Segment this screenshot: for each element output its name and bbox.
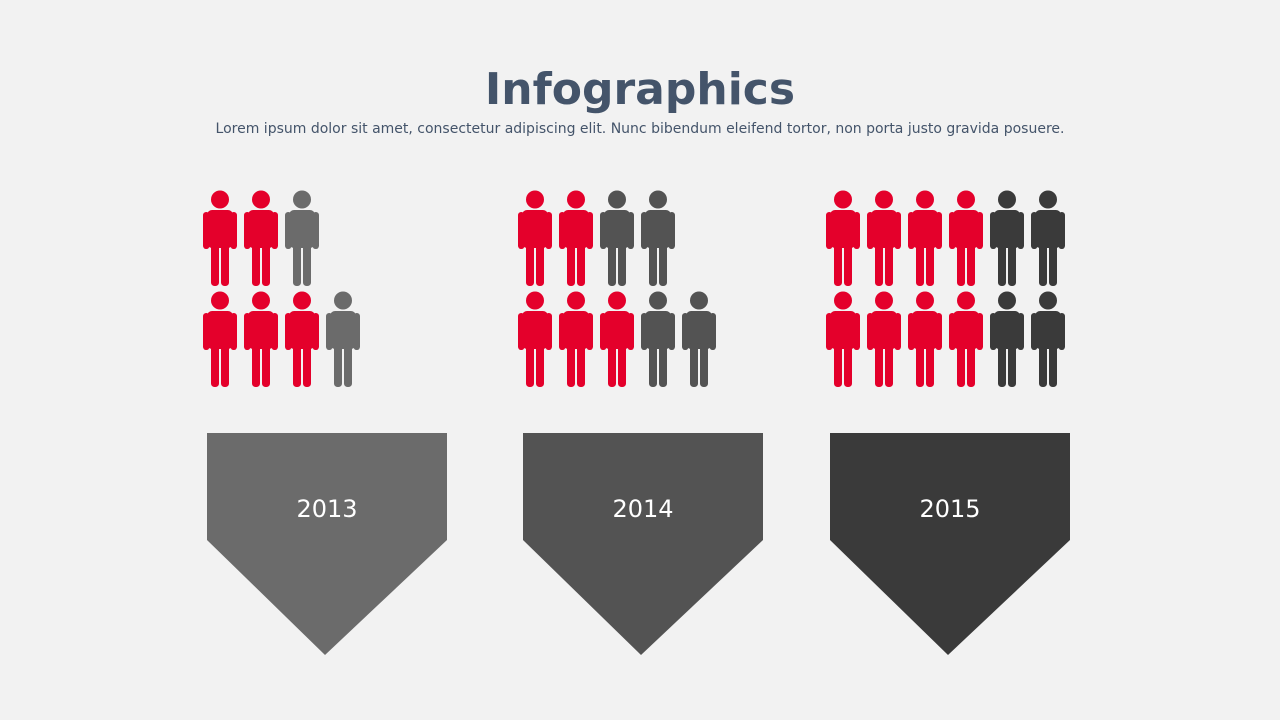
pentagon-arrow-shape: [830, 433, 1070, 655]
person-icon: [600, 190, 634, 286]
page-title: Infographics: [484, 64, 796, 115]
person-icon-highlighted: [908, 190, 942, 286]
person-icon: [990, 291, 1024, 387]
person-icon-highlighted: [867, 190, 901, 286]
year-banner: 2013: [207, 433, 447, 655]
person-icon-highlighted: [908, 291, 942, 387]
person-icon-highlighted: [949, 190, 983, 286]
person-icon-highlighted: [203, 190, 237, 286]
person-icon: [326, 291, 360, 387]
year-banner: 2015: [830, 433, 1070, 655]
person-icon-highlighted: [600, 291, 634, 387]
person-icon-highlighted: [518, 291, 552, 387]
person-icon: [1031, 291, 1065, 387]
person-icon-highlighted: [559, 190, 593, 286]
person-icon-highlighted: [826, 190, 860, 286]
person-icon-highlighted: [559, 291, 593, 387]
person-icon: [990, 190, 1024, 286]
person-icon: [1031, 190, 1065, 286]
person-icon: [641, 190, 675, 286]
person-icon-highlighted: [867, 291, 901, 387]
person-icon: [641, 291, 675, 387]
person-icon-highlighted: [203, 291, 237, 387]
page-subtitle: Lorem ipsum dolor sit amet, consectetur …: [215, 121, 1065, 137]
person-icon-highlighted: [244, 190, 278, 286]
year-label: 2014: [612, 495, 674, 523]
year-label: 2013: [296, 495, 358, 523]
person-icon-highlighted: [518, 190, 552, 286]
person-icon: [682, 291, 716, 387]
person-icon: [285, 190, 319, 286]
person-icon-highlighted: [826, 291, 860, 387]
person-icon-highlighted: [244, 291, 278, 387]
person-icon-highlighted: [285, 291, 319, 387]
pentagon-arrow-shape: [207, 433, 447, 655]
pentagon-arrow-shape: [523, 433, 763, 655]
year-banner: 2014: [523, 433, 763, 655]
person-icon-highlighted: [949, 291, 983, 387]
year-label: 2015: [919, 495, 981, 523]
